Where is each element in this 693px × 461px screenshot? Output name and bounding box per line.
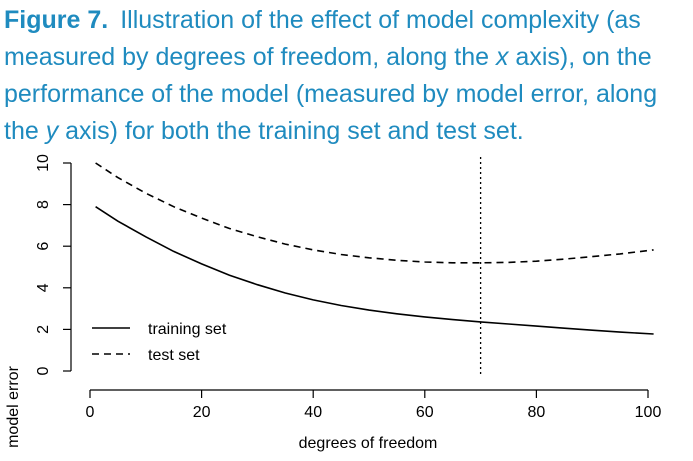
model-error-chart: 0 20 40 60 80 100 0 2 4 6 8 10 training set test se… <box>5 154 661 452</box>
training-set-line <box>95 206 654 335</box>
figure-label: Figure 7. <box>4 6 109 34</box>
caption-text-3: axis) for both the training set and test… <box>58 117 524 145</box>
legend-label-training-set: training set <box>148 321 227 338</box>
plot-area <box>95 157 654 377</box>
y-tick-label-2: 2 <box>35 325 52 334</box>
figure-caption: Figure 7. Illustration of the effect of m… <box>4 2 690 150</box>
y-tick-label-10: 10 <box>35 154 52 172</box>
legend-label-test-set: test set <box>148 347 200 364</box>
y-tick-label-8: 8 <box>35 200 52 209</box>
x-tick-label-40: 40 <box>304 404 322 421</box>
caption-y-var: y <box>45 117 59 145</box>
x-tick-label-0: 0 <box>86 404 95 421</box>
chart-legend: training set test set <box>92 321 227 364</box>
test-set-line <box>95 162 654 264</box>
chart-axes: 0 20 40 60 80 100 0 2 4 6 8 10 <box>35 154 661 421</box>
x-tick-label-20: 20 <box>193 404 211 421</box>
x-tick-label-100: 100 <box>635 404 662 421</box>
y-tick-label-6: 6 <box>35 242 52 251</box>
caption-text-2: axis), on the performance of the model (… <box>4 43 658 145</box>
y-tick-label-0: 0 <box>35 366 52 375</box>
x-tick-label-60: 60 <box>416 404 434 421</box>
y-axis-label: model error <box>5 365 22 447</box>
y-tick-label-4: 4 <box>35 283 52 292</box>
x-tick-label-80: 80 <box>528 404 546 421</box>
x-axis-label: degrees of freedom <box>299 435 438 452</box>
caption-text-1: Illustration of the effect of model comp… <box>4 6 641 71</box>
caption-x-var: x <box>495 43 509 71</box>
